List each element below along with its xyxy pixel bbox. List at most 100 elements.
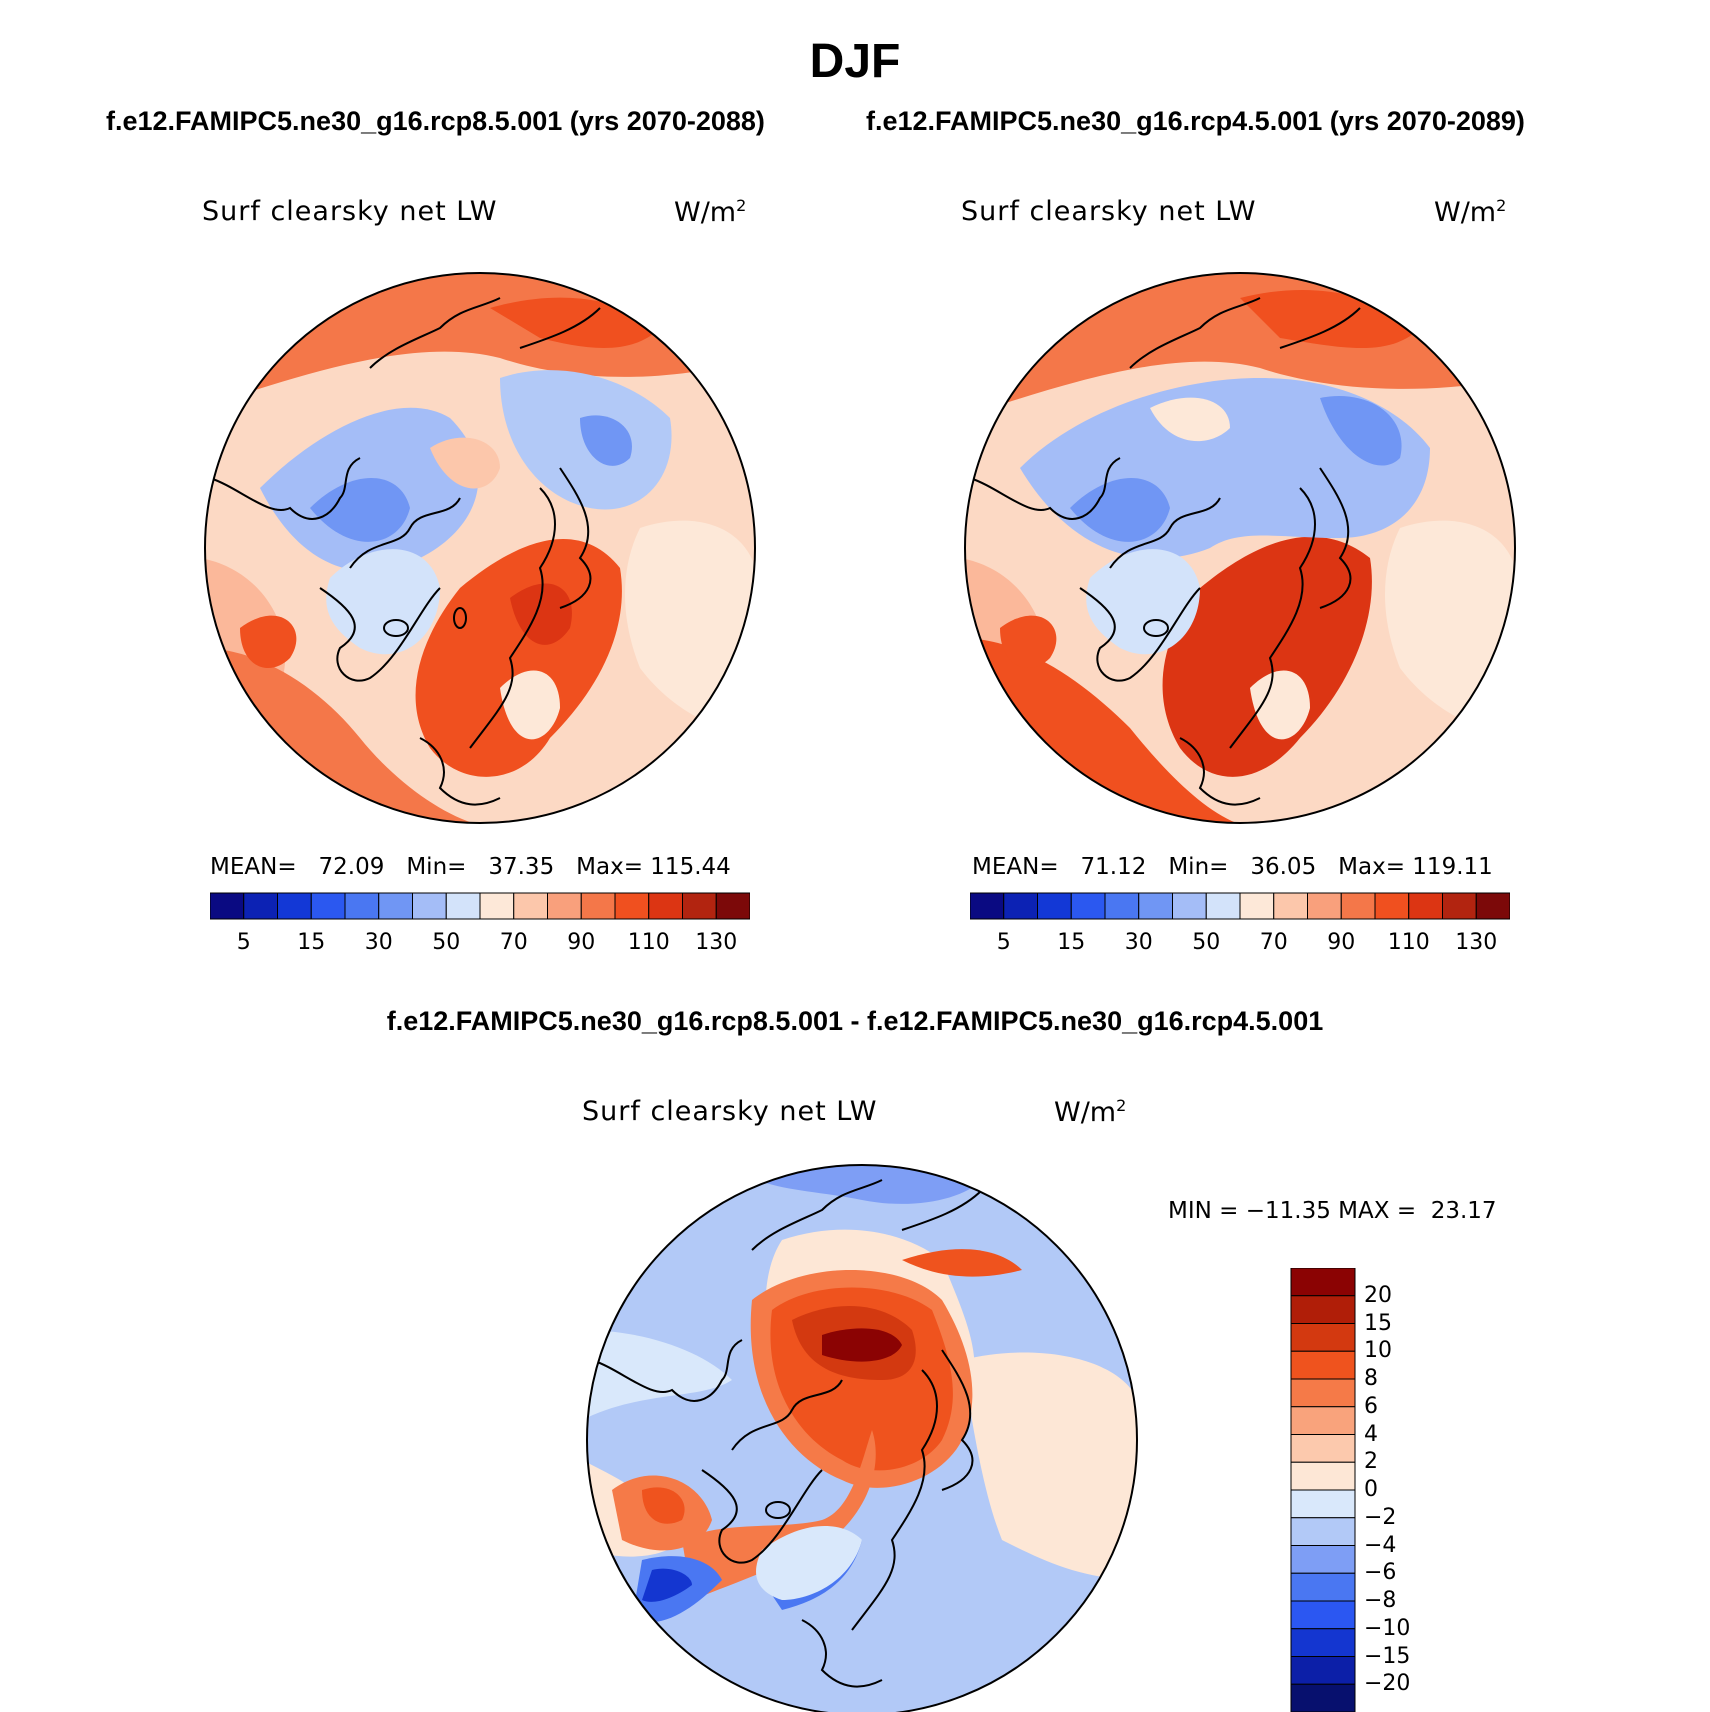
colorbar-swatch <box>1138 892 1173 920</box>
panel2-stats: MEAN= 71.12 Min= 36.05 Max= 119.11 <box>972 854 1493 880</box>
colorbar-tick-label: 70 <box>499 930 528 955</box>
colorbar-rcp85 <box>210 892 750 920</box>
colorbar-swatch <box>715 892 750 920</box>
colorbar-swatch <box>1172 892 1207 920</box>
colorbar-swatch <box>1290 1434 1356 1463</box>
colorbar-swatch <box>1290 1545 1356 1574</box>
colorbar-swatch <box>1307 892 1342 920</box>
panel1-stats: MEAN= 72.09 Min= 37.35 Max= 115.44 <box>210 854 731 880</box>
panel1-variable: Surf clearsky net LW <box>202 196 498 227</box>
colorbar-tick-label: 30 <box>364 930 393 955</box>
colorbar-swatch <box>1037 892 1072 920</box>
colorbar-swatch <box>1104 892 1140 920</box>
colorbar-swatch <box>1290 1461 1356 1491</box>
map-rcp85 <box>204 272 756 824</box>
colorbar-swatch <box>1290 1295 1356 1324</box>
colorbar-tick-label: 110 <box>627 930 670 955</box>
colorbar-swatch <box>1273 892 1308 920</box>
colorbar-swatch <box>1475 892 1510 920</box>
colorbar-tick-label: 8 <box>1364 1366 1378 1391</box>
colorbar-swatch <box>1340 892 1376 920</box>
colorbar-swatch <box>210 892 245 920</box>
difference-title: f.e12.FAMIPC5.ne30_g16.rcp8.5.001 - f.e1… <box>386 1006 1324 1036</box>
colorbar-tick-label: −10 <box>1364 1615 1411 1641</box>
colorbar-tick-label: −15 <box>1364 1643 1411 1669</box>
colorbar-swatch <box>970 892 1005 920</box>
colorbar-swatch <box>1290 1406 1356 1435</box>
colorbar-tick-label: 6 <box>1364 1393 1378 1419</box>
colorbar-swatch <box>344 892 380 920</box>
colorbar-tick-label: −20 <box>1364 1671 1411 1697</box>
diff-units: W/m2 <box>1054 1096 1127 1128</box>
colorbar-tick-label: 130 <box>695 930 738 955</box>
colorbar-rcp45-ticks: 5 15 30 50 70 90 110 130 <box>970 928 1510 958</box>
colorbar-swatch <box>1290 1323 1356 1352</box>
colorbar-swatch <box>1290 1378 1356 1408</box>
colorbar-tick-label: 10 <box>1364 1338 1392 1364</box>
colorbar-swatch <box>445 892 481 920</box>
colorbar-swatch <box>1003 892 1038 920</box>
colorbar-swatch <box>1239 892 1275 920</box>
panel1-units: W/m2 <box>674 196 747 228</box>
colorbar-tick-label: 0 <box>1364 1477 1378 1502</box>
diff-variable: Surf clearsky net LW <box>582 1096 878 1127</box>
colorbar-swatch <box>648 892 683 920</box>
colorbar-tick-label: 4 <box>1364 1421 1378 1447</box>
colorbar-swatch <box>1290 1489 1356 1519</box>
colorbar-difference <box>1290 1268 1356 1712</box>
colorbar-swatch <box>412 892 447 920</box>
colorbar-difference-ticks: 20 15 10 8 6 4 2 0 −2 −4 −6 −8 −10 −15 −20 <box>1364 1268 1454 1712</box>
map-difference <box>586 1164 1138 1712</box>
colorbar-tick-label: 90 <box>567 930 596 955</box>
figure-title: DJF <box>809 35 901 88</box>
right-run-title: f.e12.FAMIPC5.ne30_g16.rcp4.5.001 (yrs 2… <box>866 106 1525 136</box>
colorbar-tick-label: −6 <box>1364 1560 1397 1586</box>
colorbar-swatch <box>1290 1350 1356 1380</box>
colorbar-swatch <box>1290 1517 1356 1546</box>
colorbar-tick-label: −8 <box>1364 1588 1397 1613</box>
colorbar-rcp45 <box>970 892 1510 920</box>
colorbar-swatch <box>277 892 312 920</box>
colorbar-swatch <box>513 892 548 920</box>
map-rcp45 <box>964 272 1516 824</box>
colorbar-tick-label: 50 <box>432 930 461 955</box>
colorbar-tick-label: 20 <box>1364 1282 1392 1308</box>
colorbar-tick-label: 15 <box>297 930 326 955</box>
colorbar-swatch <box>310 892 346 920</box>
panel2-variable: Surf clearsky net LW <box>961 196 1257 227</box>
colorbar-tick-label: −2 <box>1364 1504 1397 1530</box>
colorbar-swatch <box>580 892 616 920</box>
left-run-title: f.e12.FAMIPC5.ne30_g16.rcp8.5.001 (yrs 2… <box>106 106 765 136</box>
colorbar-tick-label: 5 <box>996 930 1011 955</box>
colorbar-tick-label: −4 <box>1364 1532 1397 1558</box>
colorbar-swatch <box>1290 1268 1356 1297</box>
diff-stats: MIN = −11.35 MAX = 23.17 <box>1168 1198 1497 1224</box>
colorbar-swatch <box>1290 1683 1356 1712</box>
colorbar-swatch <box>1290 1628 1356 1657</box>
colorbar-tick-label: 30 <box>1124 930 1153 955</box>
colorbar-tick-label: 15 <box>1364 1310 1392 1336</box>
colorbar-swatch <box>1442 892 1477 920</box>
colorbar-swatch <box>614 892 650 920</box>
colorbar-swatch <box>479 892 515 920</box>
colorbar-tick-label: 2 <box>1364 1449 1378 1475</box>
colorbar-tick-label: 15 <box>1057 930 1086 955</box>
colorbar-swatch <box>1290 1572 1356 1602</box>
colorbar-tick-label: 5 <box>236 930 251 955</box>
colorbar-tick-label: 130 <box>1455 930 1498 955</box>
colorbar-swatch <box>1408 892 1443 920</box>
panel2-units: W/m2 <box>1434 196 1507 228</box>
colorbar-swatch <box>243 892 278 920</box>
colorbar-swatch <box>547 892 582 920</box>
colorbar-tick-label: 50 <box>1192 930 1221 955</box>
colorbar-swatch <box>1290 1600 1356 1630</box>
colorbar-tick-label: 110 <box>1387 930 1430 955</box>
colorbar-swatch <box>1205 892 1241 920</box>
colorbar-rcp85-ticks: 5 15 30 50 70 90 110 130 <box>210 928 750 958</box>
colorbar-swatch <box>1070 892 1106 920</box>
colorbar-swatch <box>682 892 717 920</box>
colorbar-tick-label: 90 <box>1327 930 1356 955</box>
colorbar-tick-label: 70 <box>1259 930 1288 955</box>
colorbar-swatch <box>1374 892 1410 920</box>
colorbar-swatch <box>1290 1656 1356 1685</box>
